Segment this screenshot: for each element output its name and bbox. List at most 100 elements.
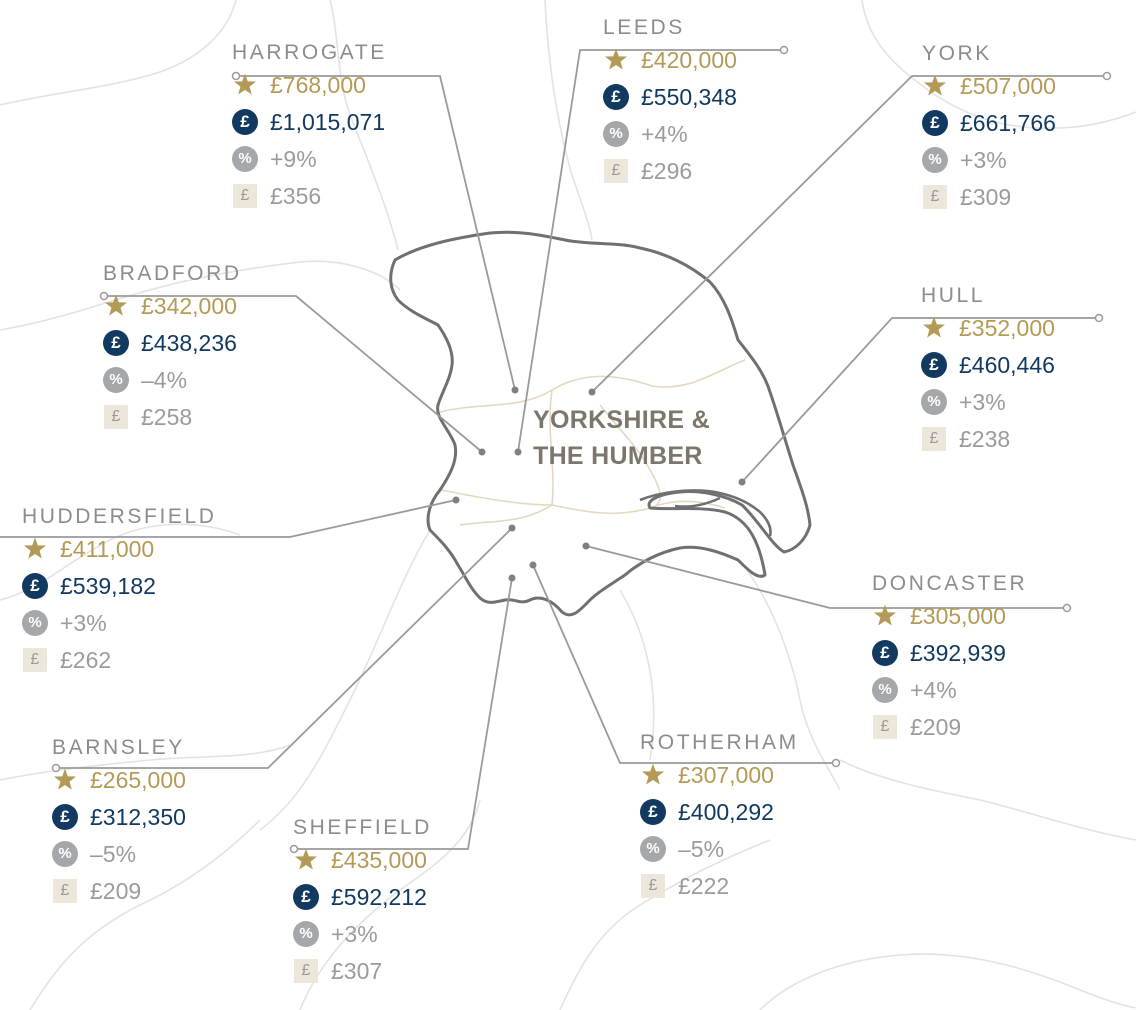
asking-price: £507,000 — [960, 72, 1056, 99]
city-name: HUDDERSFIELD — [22, 505, 217, 528]
price-per-sqft: £262 — [60, 646, 112, 673]
city-hull: HULL £352,000 £ £460,446 % +3% £ £238 — [921, 283, 1055, 457]
city-barnsley: BARNSLEY £265,000 £ £312,350 % –5% £ £209 — [52, 735, 186, 909]
price-change: +4% — [910, 676, 957, 703]
asking-price: £352,000 — [959, 314, 1055, 341]
average-price: £592,212 — [331, 883, 427, 910]
pound-circle-icon: £ — [52, 803, 78, 830]
average-price: £438,236 — [141, 329, 237, 356]
region-label-line2: THE HUMBER — [533, 442, 703, 470]
price-per-sqft: £222 — [678, 872, 730, 899]
pound-circle-icon: £ — [293, 883, 319, 910]
pound-circle-icon: £ — [921, 351, 947, 378]
star-icon — [103, 293, 129, 319]
price-per-sqft: £309 — [960, 183, 1012, 210]
price-per-sqft: £209 — [910, 713, 962, 740]
price-change: –5% — [90, 840, 137, 867]
average-price: £550,348 — [641, 83, 737, 110]
pound-square-icon: £ — [922, 184, 948, 210]
average-price: £661,766 — [960, 109, 1056, 136]
price-change: –5% — [678, 835, 725, 862]
city-name: DONCASTER — [872, 572, 1028, 595]
city-doncaster: DONCASTER £305,000 £ £392,939 % +4% £ £209 — [872, 571, 1027, 745]
price-per-sqft: £258 — [141, 403, 193, 430]
average-price: £1,015,071 — [270, 108, 386, 135]
percent-circle-icon: % — [640, 835, 666, 862]
pound-square-icon: £ — [293, 958, 319, 984]
city-name: HARROGATE — [232, 41, 387, 64]
price-per-sqft: £209 — [90, 877, 142, 904]
pound-square-icon: £ — [603, 158, 629, 184]
average-price: £460,446 — [959, 351, 1055, 378]
pound-circle-icon: £ — [22, 572, 48, 599]
pound-square-icon: £ — [232, 183, 258, 209]
price-change: +9% — [270, 145, 317, 172]
percent-circle-icon: % — [22, 609, 48, 636]
percent-circle-icon: % — [232, 145, 258, 172]
star-icon — [293, 847, 319, 873]
asking-price: £307,000 — [678, 761, 774, 788]
region-label-line1: YORKSHIRE & — [533, 406, 710, 434]
price-change: +3% — [960, 146, 1007, 173]
percent-circle-icon: % — [921, 388, 947, 415]
city-harrogate: HARROGATE £768,000 £ £1,015,071 % +9% £ £35… — [232, 40, 387, 214]
average-price: £392,939 — [910, 639, 1006, 666]
percent-circle-icon: % — [922, 146, 948, 173]
pound-circle-icon: £ — [103, 329, 129, 356]
percent-circle-icon: % — [293, 920, 319, 947]
star-icon — [603, 47, 629, 73]
city-name: HULL — [921, 284, 986, 307]
price-per-sqft: £296 — [641, 157, 693, 184]
city-sheffield: SHEFFIELD £435,000 £ £592,212 % +3% £ £307 — [293, 815, 432, 989]
city-name: LEEDS — [603, 16, 685, 39]
pound-square-icon: £ — [921, 426, 947, 452]
pound-circle-icon: £ — [922, 109, 948, 136]
pound-circle-icon: £ — [232, 108, 258, 135]
region-outline — [389, 230, 812, 617]
city-name: ROTHERHAM — [640, 731, 799, 754]
star-icon — [22, 536, 48, 562]
price-per-sqft: £238 — [959, 425, 1011, 452]
average-price: £539,182 — [60, 572, 156, 599]
pound-square-icon: £ — [103, 404, 129, 430]
pound-square-icon: £ — [52, 878, 78, 904]
pound-circle-icon: £ — [603, 83, 629, 110]
city-bradford: BRADFORD £342,000 £ £438,236 % –4% £ £258 — [103, 261, 242, 435]
percent-circle-icon: % — [52, 840, 78, 867]
price-change: +3% — [60, 609, 107, 636]
price-change: +3% — [959, 388, 1006, 415]
average-price: £312,350 — [90, 803, 186, 830]
average-price: £400,292 — [678, 798, 774, 825]
pound-square-icon: £ — [640, 873, 666, 899]
leader-lines — [0, 49, 1107, 850]
star-icon — [921, 315, 947, 341]
pound-square-icon: £ — [22, 647, 48, 673]
percent-circle-icon: % — [603, 120, 629, 147]
asking-price: £411,000 — [60, 535, 155, 562]
price-change: –4% — [141, 366, 188, 393]
star-icon — [232, 72, 258, 98]
percent-circle-icon: % — [103, 366, 129, 393]
price-per-sqft: £307 — [331, 957, 383, 984]
humber-estuary — [639, 489, 772, 537]
sub-boundaries — [439, 359, 746, 526]
city-markers — [452, 386, 746, 582]
pound-circle-icon: £ — [872, 639, 898, 666]
star-icon — [872, 603, 898, 629]
city-name: SHEFFIELD — [293, 816, 432, 839]
asking-price: £342,000 — [141, 292, 237, 319]
star-icon — [922, 73, 948, 99]
asking-price: £420,000 — [641, 46, 737, 73]
price-change: +4% — [641, 120, 688, 147]
asking-price: £305,000 — [910, 602, 1006, 629]
city-york: YORK £507,000 £ £661,766 % +3% £ £309 — [922, 41, 1056, 215]
city-name: YORK — [922, 42, 992, 65]
asking-price: £768,000 — [270, 71, 366, 98]
asking-price: £435,000 — [331, 846, 427, 873]
price-per-sqft: £356 — [270, 182, 322, 209]
leader-end-circles — [51, 45, 1112, 854]
city-leeds: LEEDS £420,000 £ £550,348 % +4% £ £296 — [603, 15, 737, 189]
city-name: BRADFORD — [103, 262, 242, 285]
city-rotherham: ROTHERHAM £307,000 £ £400,292 % –5% £ £222 — [640, 730, 799, 904]
